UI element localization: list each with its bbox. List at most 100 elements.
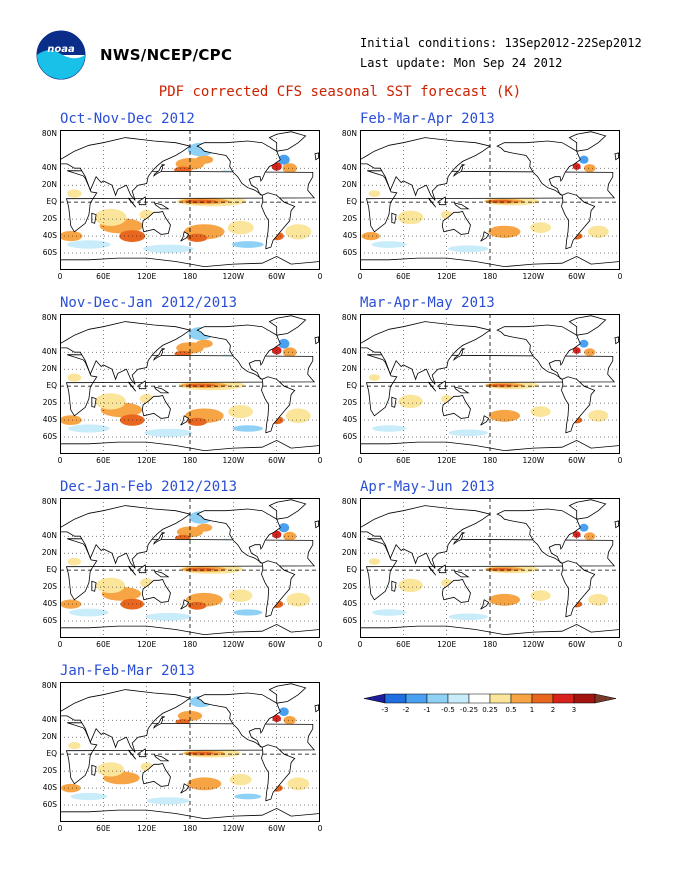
lon-tick-label: 60E xyxy=(396,272,411,281)
lon-tick-label: 120E xyxy=(137,640,157,649)
lat-tick-label: 60S xyxy=(342,616,357,626)
coastline xyxy=(441,211,471,235)
sst-map-panel xyxy=(360,314,620,454)
lat-tick-label: 80N xyxy=(341,313,357,323)
coastline xyxy=(261,192,296,250)
agency-name: NWS/NCEP/CPC xyxy=(100,46,233,64)
sst-anomaly-blob xyxy=(372,425,406,432)
sst-anomaly-blob xyxy=(176,526,204,538)
lon-tick-label: 0 xyxy=(357,272,363,281)
sst-anomaly-blob xyxy=(61,783,81,793)
last-update: Last update: Mon Sep 24 2012 xyxy=(360,56,563,70)
sst-anomaly-blob xyxy=(530,222,551,233)
coastline xyxy=(141,579,171,603)
coastline xyxy=(180,231,190,242)
lon-tick-label: 180 xyxy=(482,272,498,281)
colorbar-swatch xyxy=(531,693,554,704)
lat-tick-label: 40N xyxy=(341,531,357,541)
sst-anomaly-blob xyxy=(398,394,423,408)
sst-anomaly-blob xyxy=(279,707,289,716)
lat-tick-label: 60S xyxy=(42,616,57,626)
lat-tick-label: 20N xyxy=(41,364,57,374)
coastline xyxy=(360,623,620,638)
lat-tick-label: EQ xyxy=(46,749,57,759)
coastline xyxy=(141,211,171,235)
lon-tick-label: 60E xyxy=(396,456,411,465)
lon-tick-label: 180 xyxy=(182,640,198,649)
coastline xyxy=(391,396,397,408)
sst-anomaly-blob xyxy=(368,558,380,565)
lon-tick-label: 0 xyxy=(57,824,63,833)
lon-tick-label: 60W xyxy=(268,456,286,465)
coastline xyxy=(428,565,437,576)
lat-tick-label: 80N xyxy=(41,681,57,691)
coastline xyxy=(91,396,97,408)
lon-tick-label: 180 xyxy=(482,640,498,649)
coastline xyxy=(153,532,165,545)
coastline xyxy=(153,716,165,729)
coastline xyxy=(60,689,191,753)
coastline xyxy=(453,202,470,210)
coastline xyxy=(261,376,296,434)
colorbar-swatch xyxy=(363,693,386,704)
coastline xyxy=(480,231,490,242)
coastline xyxy=(314,152,319,161)
coastline xyxy=(568,499,607,520)
sst-anomaly-blob xyxy=(144,428,193,437)
sst-anomaly-blob xyxy=(287,777,310,791)
sst-anomaly-blob xyxy=(579,155,589,164)
coastline xyxy=(153,570,170,578)
coastline xyxy=(568,315,607,336)
coastline xyxy=(60,807,320,822)
lat-tick-label: 20N xyxy=(41,732,57,742)
svg-text:noaa: noaa xyxy=(47,44,75,55)
lon-tick-label: 120W xyxy=(222,824,245,833)
sst-anomaly-blob xyxy=(361,232,380,241)
lon-tick-label: 120E xyxy=(137,272,157,281)
lat-tick-label: 20S xyxy=(342,582,357,592)
colorbar-label: 0.5 xyxy=(505,706,516,714)
colorbar-label: 0.25 xyxy=(482,706,498,714)
lon-tick-label: 180 xyxy=(182,272,198,281)
lon-tick-label: 180 xyxy=(482,456,498,465)
colorbar-swatch xyxy=(405,693,428,704)
sst-anomaly-blob xyxy=(187,233,208,242)
coastline xyxy=(314,704,319,713)
sst-anomaly-blob xyxy=(68,742,81,750)
sst-map-panel xyxy=(60,498,320,638)
sst-anomaly-blob xyxy=(60,415,82,425)
sst-anomaly-blob xyxy=(70,792,108,801)
lon-tick-label: 0 xyxy=(57,640,63,649)
lat-tick-label: 20N xyxy=(341,180,357,190)
coastline xyxy=(60,321,191,385)
coastline xyxy=(268,131,307,152)
sst-anomaly-blob xyxy=(95,393,126,410)
lat-tick-label: 20S xyxy=(42,582,57,592)
sst-anomaly-blob xyxy=(232,425,263,432)
coastline xyxy=(128,197,137,208)
colorbar-swatch xyxy=(489,693,512,704)
sst-anomaly-blob xyxy=(530,590,551,601)
coastline xyxy=(360,137,491,201)
lon-tick-label: 120E xyxy=(437,272,457,281)
coastline xyxy=(128,381,137,392)
lon-tick-label: 60W xyxy=(268,824,286,833)
lon-tick-label: 60E xyxy=(396,640,411,649)
sst-anomaly-blob xyxy=(145,612,192,621)
coastline xyxy=(438,380,447,390)
lat-tick-label: 60S xyxy=(42,800,57,810)
lon-tick-label: 0 xyxy=(317,824,323,833)
coastline xyxy=(91,580,97,592)
sst-anomaly-blob xyxy=(588,593,609,606)
sst-map-panel xyxy=(60,130,320,270)
lon-tick-label: 0 xyxy=(317,640,323,649)
sst-anomaly-blob xyxy=(368,374,380,381)
coastline xyxy=(391,580,397,592)
lon-tick-label: 120E xyxy=(437,456,457,465)
lat-tick-label: 20N xyxy=(341,548,357,558)
sst-anomaly-blob xyxy=(227,220,254,235)
coastline xyxy=(180,415,190,426)
coastline xyxy=(60,623,320,638)
lat-tick-label: 80N xyxy=(41,313,57,323)
sst-anomaly-blob xyxy=(188,601,207,610)
